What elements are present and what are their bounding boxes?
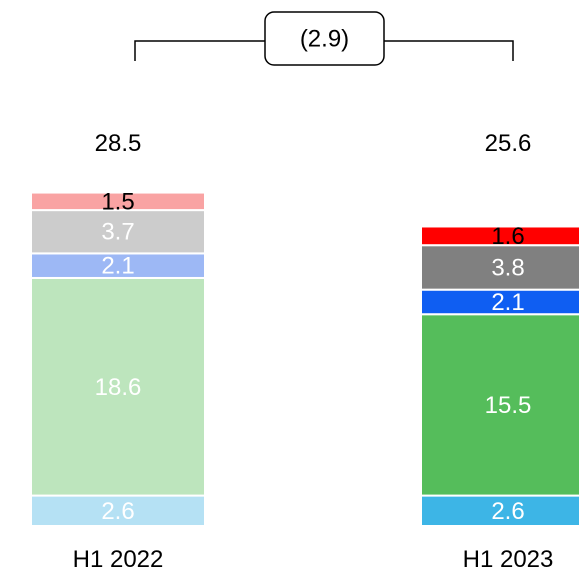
bar-segment-h1-2023-2 — [420, 313, 579, 497]
segment-label-h1-2023-4: 3.8 — [491, 254, 524, 281]
difference-bracket: (2.9) — [134, 11, 514, 66]
segment-label-h1-2022-3: 2.1 — [101, 253, 134, 280]
segment-label-h1-2023-2: 15.5 — [485, 392, 532, 419]
segment-label-h1-2023-5: 1.6 — [491, 223, 524, 250]
bar-segment-h1-2022-5 — [30, 191, 206, 212]
labels-group: 2.6 18.6 2.1 3.7 1.5 28.5 H1 2022 2.6 15.5 2.1 3.8… — [73, 130, 554, 573]
segment-label-h1-2022-2: 18.6 — [95, 374, 142, 401]
category-label-h1-2022: H1 2022 — [73, 546, 164, 573]
segment-label-h1-2022-1: 2.6 — [101, 498, 134, 525]
bar-segment-h1-2023-3 — [420, 288, 579, 316]
bar-segment-h1-2023-5 — [420, 225, 579, 247]
delta-box — [264, 11, 385, 66]
delta-label: (2.9) — [300, 26, 349, 53]
total-label-h1-2023: 25.6 — [485, 130, 532, 157]
segment-label-h1-2022-4: 3.7 — [101, 219, 134, 246]
bars-group — [30, 191, 579, 527]
segment-label-h1-2022-5: 1.5 — [101, 188, 134, 215]
bar-segment-h1-2022-2 — [30, 276, 206, 497]
bar-segment-h1-2022-1 — [30, 494, 206, 527]
segment-label-h1-2023-1: 2.6 — [491, 498, 524, 525]
total-label-h1-2022: 28.5 — [95, 130, 142, 157]
bracket-line — [134, 40, 514, 61]
segment-label-h1-2023-3: 2.1 — [491, 289, 524, 316]
category-label-h1-2023: H1 2023 — [463, 546, 554, 573]
